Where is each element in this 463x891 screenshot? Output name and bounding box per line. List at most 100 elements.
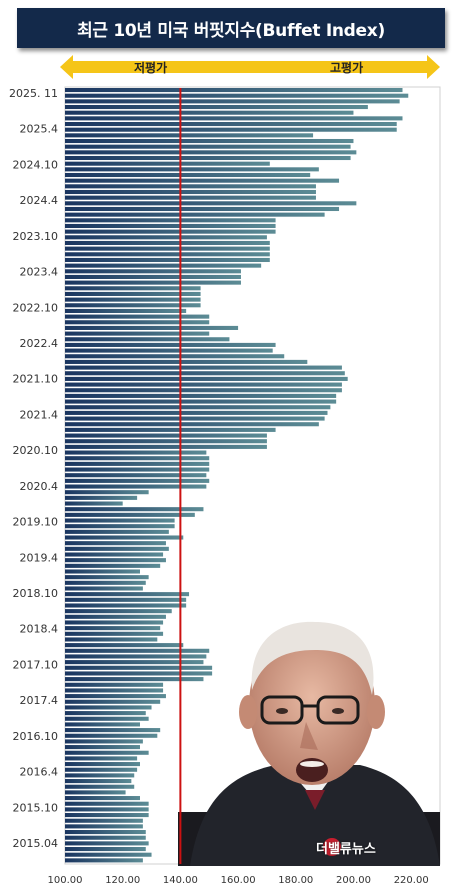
bar-series [65,88,409,863]
bar [65,195,316,200]
bar [65,303,201,308]
bar [65,246,270,251]
double-arrow-icon [60,55,440,79]
bar [65,490,149,495]
bar [65,558,166,563]
bar [65,484,207,489]
bar [65,614,166,619]
bar [65,405,331,410]
y-tick-label: 2018.10 [13,587,59,600]
bar [65,167,319,172]
bar [65,393,337,398]
bar [65,739,143,744]
y-tick-label: 2025.4 [20,123,59,136]
bar [65,155,351,161]
y-axis-labels: 2025. 11 2025.4 2024.10 2024.4 2023.10 2023.4… [9,87,58,850]
bar [65,626,161,631]
bar [65,365,342,370]
bar [65,711,146,716]
bar [65,331,210,336]
x-tick-label: 140.00 [163,875,198,886]
y-tick-label: 2016.10 [13,730,59,743]
bar [65,682,164,687]
bar [65,286,201,291]
bar [65,439,267,444]
bar [65,784,135,789]
bar [65,813,149,818]
bar [65,263,262,268]
x-axis-labels: 100.00 120.00 140.00 160.00 180.00 200.00 220.… [48,875,429,886]
bar [65,501,123,506]
bar [65,110,354,115]
bar [65,88,403,93]
bar [65,308,187,313]
x-tick-label: 220.00 [394,875,429,886]
bar [65,314,210,319]
bar [65,291,201,296]
bar [65,325,239,330]
bar [65,637,158,642]
bar [65,524,175,529]
bar [65,756,138,761]
y-tick-label: 2023.10 [13,230,59,243]
bar [65,456,210,461]
bar [65,824,143,829]
chart-title: 최근 10년 미국 버핏지수(Buffet Index) [77,20,385,41]
x-tick-label: 160.00 [221,875,256,886]
title-banner: 최근 10년 미국 버핏지수(Buffet Index) [17,8,445,48]
y-tick-label: 2025. 11 [9,87,58,100]
y-tick-label: 2017.4 [20,694,59,707]
y-tick-label: 2022.10 [13,301,59,314]
overvalued-label: 고평가 [330,61,364,75]
bar [65,818,143,823]
bar [65,229,276,234]
bar [65,161,270,166]
bar [65,569,140,574]
valuation-arrow: 저평가 고평가 [60,54,440,80]
bar [65,722,140,727]
bar [65,750,149,755]
bar [65,422,319,427]
bar [65,507,204,512]
bar [65,665,213,670]
bar [65,382,342,387]
y-tick-label: 2019.10 [13,516,59,529]
y-tick-label: 2017.10 [13,658,59,671]
bar [65,705,152,710]
bar [65,830,146,835]
bar [65,767,138,772]
undervalued-label: 저평가 [134,61,168,75]
bar [65,592,190,597]
bar [65,201,357,206]
bar [65,235,267,240]
bar [65,116,403,121]
bar [65,337,230,342]
bar [65,694,166,699]
y-tick-label: 2021.4 [20,408,59,421]
bar [65,478,210,483]
y-tick-label: 2015.10 [13,801,59,814]
bar [65,779,132,784]
y-tick-label: 2024.10 [13,158,59,171]
y-tick-label: 2016.4 [20,766,59,779]
bar [65,223,276,229]
bar [65,733,158,738]
bar [65,699,161,704]
y-tick-label: 2020.10 [13,444,59,457]
bar [65,280,241,285]
bar [65,620,164,625]
y-tick-label: 2020.4 [20,480,59,493]
bar [65,801,149,806]
bar [65,212,325,217]
watermark-text: 더밸류뉴스 [316,842,376,857]
bar [65,745,140,750]
y-tick-label: 2023.4 [20,266,59,279]
bar [65,643,184,648]
bar [65,342,276,347]
bar [65,660,204,665]
bar [65,178,340,183]
bar [65,575,149,580]
bar [65,552,164,557]
x-tick-label: 200.00 [336,875,371,886]
bar [65,138,354,144]
